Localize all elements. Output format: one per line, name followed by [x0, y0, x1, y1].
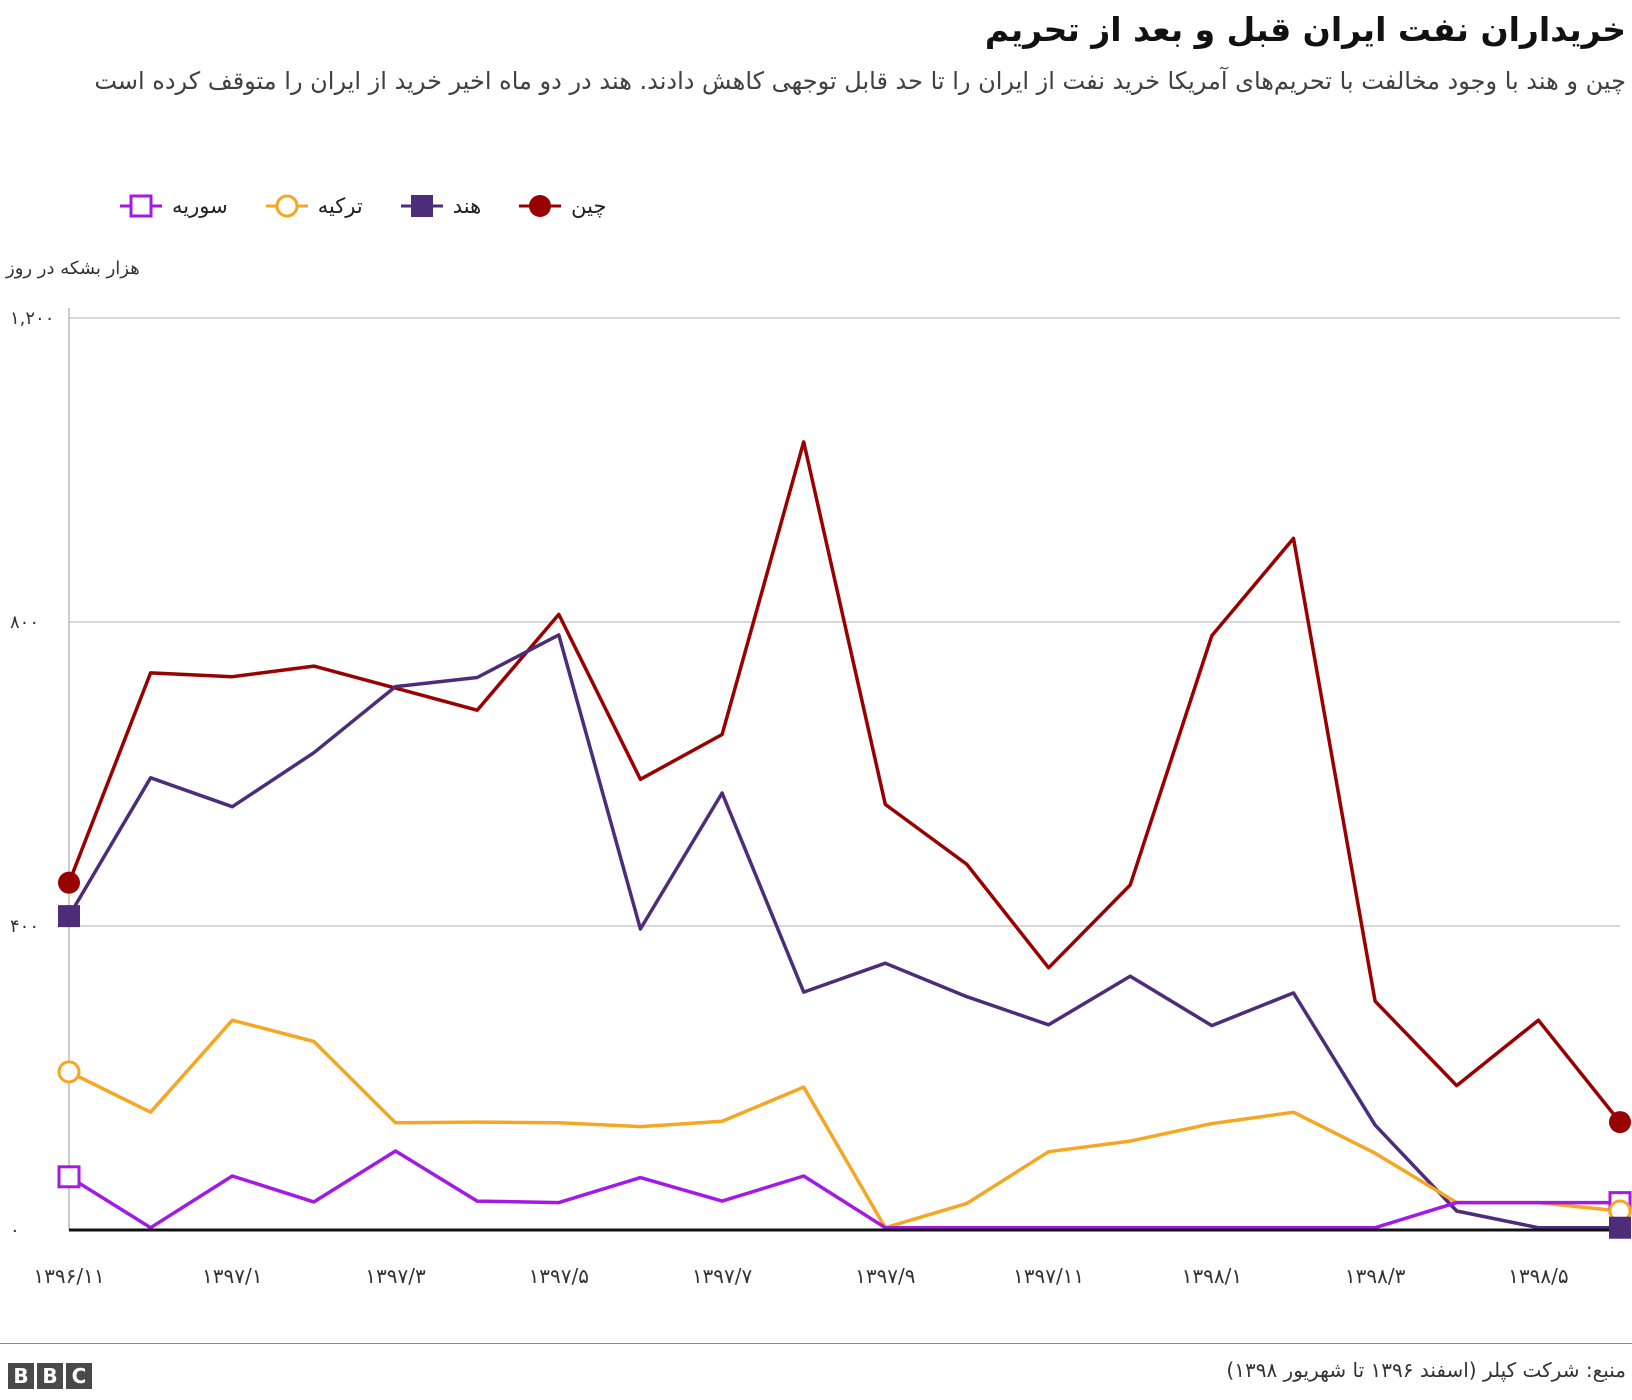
x-tick-label: ۱۳۹۷/۳: [365, 1264, 426, 1288]
y-tick-label: ۴۰۰: [10, 916, 39, 937]
legend-label-china: چین: [571, 194, 607, 218]
y-tick-label: ۸۰۰: [10, 612, 39, 633]
legend-marker-filled-circle: [519, 195, 562, 217]
series-line: [68, 1018, 1621, 1230]
data-point-marker: [1609, 1216, 1631, 1239]
bbc-logo-letter: B: [8, 1363, 34, 1389]
chart-title: خریداران نفت ایران قبل و بعد از تحریم: [984, 10, 1626, 49]
data-point-marker: [58, 871, 80, 894]
footer-divider: [0, 1343, 1632, 1344]
legend-marker-open-square: [120, 194, 162, 218]
legend-item-syria: سوریه: [118, 191, 228, 221]
bbc-logo-letter: B: [37, 1363, 63, 1389]
legend-label-turkey: ترکیه: [317, 194, 363, 218]
data-point-marker: [57, 1165, 81, 1189]
source-note: منبع: شرکت کپلر (اسفند ۱۳۹۶ تا شهریور ۱۳…: [1226, 1358, 1626, 1382]
bbc-logo-letter: C: [66, 1363, 92, 1389]
legend-marker-filled-square: [400, 195, 443, 217]
legend-label-india: هند: [452, 194, 482, 218]
y-axis-unit-label: هزار بشکه در روز: [6, 258, 140, 279]
legend-marker-open-circle: [265, 194, 308, 218]
x-tick-label: ۱۳۹۷/۱۱: [1013, 1264, 1084, 1288]
bbc-logo: B B C: [8, 1363, 92, 1389]
series-line: [67, 633, 1620, 1230]
x-tick-label: ۱۳۹۷/۹: [855, 1264, 915, 1288]
legend-label-syria: سوریه: [172, 194, 228, 218]
data-point-marker: [58, 905, 80, 928]
legend-item-china: چین: [517, 191, 606, 221]
series-line: [67, 440, 1622, 1124]
data-point-marker: [57, 1060, 81, 1084]
x-tick-label: ۱۳۹۷/۱: [202, 1264, 262, 1288]
chart-legend: چین هند ترکیه سوریه: [118, 186, 606, 226]
line-chart: ۰ ۴۰۰ ۸۰۰ ۱,۲۰۰ ۱۳۹۶/۱۱ ۱۳۹۷/۱ ۱۳۹۷/۳ ۱۳۹۷/۵ ۱۳۹…: [10, 308, 1632, 1288]
y-tick-label: ۰: [10, 1220, 20, 1241]
x-tick-label: ۱۳۹۸/۳: [1345, 1264, 1406, 1288]
y-tick-label: ۱,۲۰۰: [10, 308, 54, 329]
x-tick-label: ۱۳۹۸/۵: [1508, 1264, 1568, 1288]
chart-subtitle: چین و هند با وجود مخالفت با تحریم‌های آم…: [94, 67, 1626, 95]
x-tick-label: ۱۳۹۸/۱: [1182, 1264, 1242, 1288]
data-point-marker: [1609, 1111, 1631, 1134]
x-tick-label: ۱۳۹۷/۷: [692, 1264, 753, 1288]
x-tick-label: ۱۳۹۶/۱۱: [33, 1264, 104, 1288]
series-line: [68, 1149, 1620, 1230]
legend-item-turkey: ترکیه: [264, 191, 363, 221]
legend-item-india: هند: [399, 191, 481, 221]
x-tick-label: ۱۳۹۷/۵: [529, 1264, 589, 1288]
